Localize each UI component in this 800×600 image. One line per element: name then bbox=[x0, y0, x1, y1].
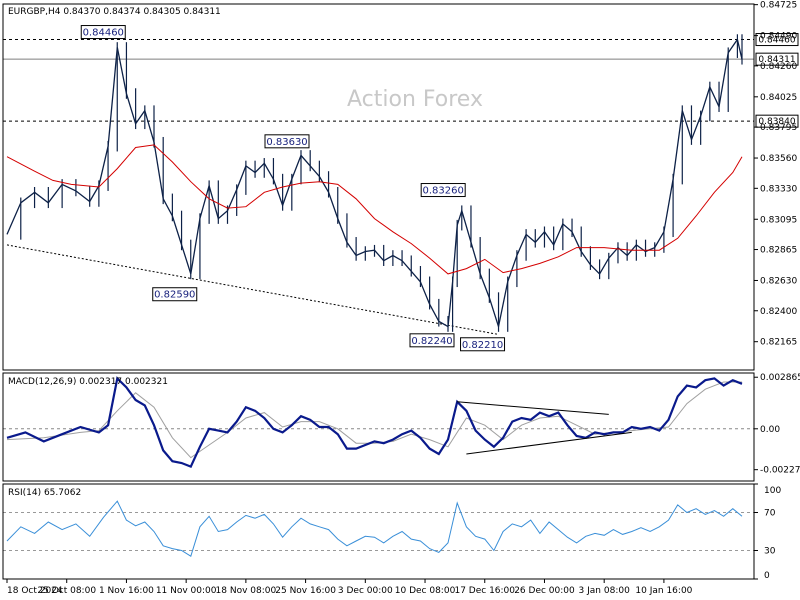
price-annotation-box-2 bbox=[264, 134, 310, 149]
xtick-11: 10 Jan 16:00 bbox=[635, 586, 692, 596]
macd-signal-series bbox=[6, 381, 742, 459]
macd-triangle-line-0 bbox=[457, 401, 609, 415]
macd-triangle-line-1 bbox=[466, 431, 632, 455]
price-annotation-2: 0.83630 bbox=[266, 137, 307, 148]
price-annotation-box-5 bbox=[460, 337, 506, 352]
price-annotation-3: 0.82240 bbox=[411, 336, 452, 347]
price-level-box-1 bbox=[755, 52, 799, 66]
macd-ytick-1: 0.00 bbox=[760, 425, 780, 435]
xtick-0: 18 Oct 2024 bbox=[7, 586, 63, 596]
rsi-ytick-1: 70 bbox=[764, 509, 776, 519]
price-annotation-box-4 bbox=[420, 183, 466, 198]
macd-ytick-0: 0.002865 bbox=[760, 373, 800, 383]
price-ytick-6: 0.83330 bbox=[760, 184, 797, 194]
xtick-3: 11 Nov 00:00 bbox=[156, 586, 217, 596]
price-ytick-8: 0.82865 bbox=[760, 246, 797, 256]
rsi-ytick-3: 0 bbox=[764, 571, 770, 581]
panel-frame-3 bbox=[2, 483, 755, 580]
price-ytick-10: 0.82400 bbox=[760, 307, 797, 317]
chart-labels: 0.84460 0.82590 0.83630 0.82240 0.83260 0.822… bbox=[8, 7, 799, 498]
rsi-ytick-2: 30 bbox=[764, 547, 776, 557]
price-level-box-0 bbox=[755, 33, 799, 47]
panel-frame-1 bbox=[2, 3, 755, 371]
price-annotation-box-3 bbox=[409, 333, 455, 348]
xtick-9: 26 Dec 00:00 bbox=[514, 586, 575, 596]
moving-average-series bbox=[6, 144, 743, 275]
price-ytick-3: 0.84025 bbox=[760, 93, 797, 103]
watermark: Action Forex bbox=[347, 87, 483, 112]
price-annotation-box-1 bbox=[152, 287, 198, 302]
price-trendline bbox=[6, 244, 499, 335]
price-annotation-box-0 bbox=[80, 25, 126, 40]
xtick-8: 17 Dec 16:00 bbox=[454, 586, 515, 596]
price-annotation-1: 0.82590 bbox=[154, 290, 195, 301]
price-annotation-5: 0.82210 bbox=[462, 340, 503, 351]
price-ytick-1: 0.84490 bbox=[760, 32, 797, 42]
price-header-symbol: EURGBP,H4 0.84370 0.84374 0.84305 0.8431… bbox=[8, 7, 221, 17]
price-ytick-5: 0.83560 bbox=[760, 154, 797, 164]
chart-series bbox=[6, 34, 743, 557]
rsi-header: RSI(14) 65.7062 bbox=[8, 488, 81, 498]
xtick-6: 3 Dec 00:00 bbox=[338, 586, 393, 596]
price-ytick-7: 0.83095 bbox=[760, 215, 797, 225]
price-level-label-2: 0.83840 bbox=[758, 117, 795, 127]
xtick-10: 3 Jan 08:00 bbox=[579, 586, 631, 596]
price-ytick-4: 0.83795 bbox=[760, 123, 797, 133]
price-level-label-1: 0.84311 bbox=[758, 55, 795, 65]
rsi-ytick-0: 100 bbox=[764, 486, 781, 496]
xtick-2: 1 Nov 16:00 bbox=[99, 586, 154, 596]
price-level-label-0: 0.84460 bbox=[758, 36, 795, 46]
xtick-4: 18 Nov 08:00 bbox=[216, 586, 277, 596]
rsi-series bbox=[6, 500, 743, 557]
price-annotation-0: 0.84460 bbox=[83, 28, 124, 39]
macd-series bbox=[6, 376, 743, 469]
price-ytick-9: 0.82630 bbox=[760, 276, 797, 286]
chart-grid bbox=[3, 39, 754, 551]
panel-frame-2 bbox=[2, 372, 755, 482]
price-ytick-11: 0.82165 bbox=[760, 338, 797, 348]
price-annotation-4: 0.83260 bbox=[423, 186, 464, 197]
xtick-5: 25 Nov 16:00 bbox=[275, 586, 336, 596]
price-series bbox=[6, 37, 743, 330]
price-ytick-0: 0.84725 bbox=[760, 1, 797, 11]
xtick-7: 10 Dec 08:00 bbox=[395, 586, 456, 596]
xtick-1: 25 Oct 08:00 bbox=[37, 586, 96, 596]
price-level-box-2 bbox=[755, 114, 799, 128]
macd-header: MACD(12,26,9) 0.002317 0.002321 bbox=[8, 377, 168, 387]
price-ytick-2: 0.84260 bbox=[760, 62, 797, 72]
